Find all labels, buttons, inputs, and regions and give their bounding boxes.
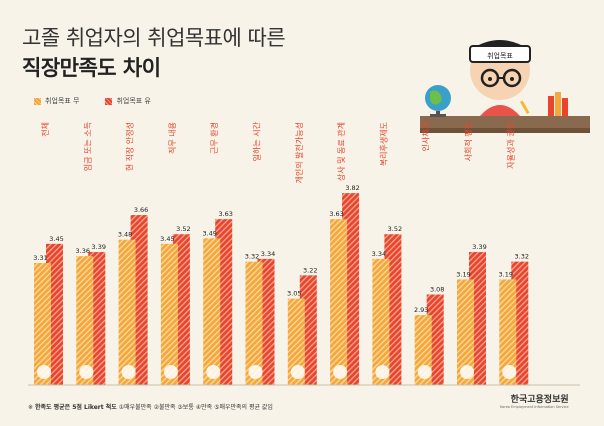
value-label-no-11: 3.19 — [499, 270, 513, 278]
category-icon-3 — [163, 365, 178, 379]
desk-edge — [420, 128, 590, 133]
bar-no-6 — [287, 298, 305, 385]
bar-no-0 — [34, 263, 51, 385]
category-label-10: 사회적 평판 — [463, 121, 473, 161]
category-icon-8 — [375, 365, 390, 379]
value-label-no-4: 3.49 — [202, 229, 216, 237]
bar-no-3 — [160, 243, 178, 385]
value-label-yes-10: 3.39 — [472, 243, 486, 251]
footnote-rest: ①매우불만족 ②불만족 ③보통 ④만족 ⑤매우만족의 평균 값임 — [118, 404, 273, 411]
legend-label-no: 취업목표 무 — [45, 97, 80, 105]
desk-top — [420, 116, 590, 128]
category-label-6: 개인의 발전가능성 — [294, 122, 304, 183]
bar-no-11 — [499, 279, 517, 385]
student-body — [480, 105, 520, 116]
value-label-no-7: 3.63 — [329, 210, 343, 218]
legend: 취업목표 무 취업목표 유 — [34, 96, 151, 106]
student-hat — [469, 45, 531, 63]
category-icon-5 — [248, 365, 263, 379]
books-icon — [548, 96, 554, 116]
value-label-no-5: 3.32 — [245, 253, 259, 261]
value-label-yes-9: 3.08 — [430, 286, 444, 294]
legend-swatch-yes — [105, 97, 113, 105]
hat-text: 취업목표 — [487, 52, 513, 60]
category-label-5: 일하는 시간 — [252, 121, 262, 161]
value-label-yes-11: 3.32 — [515, 253, 529, 261]
category-label-0: 전체 — [40, 122, 50, 137]
value-label-no-1: 3.36 — [76, 247, 90, 255]
legend-item-yes: 취업목표 유 — [105, 96, 151, 106]
category-icon-10 — [460, 365, 474, 379]
bar-no-10 — [457, 279, 474, 385]
bar-no-2 — [118, 239, 136, 385]
category-icon-0 — [37, 365, 51, 379]
category-icon-2 — [121, 365, 136, 379]
value-label-no-10: 3.19 — [456, 270, 470, 278]
bar-no-5 — [245, 261, 263, 385]
category-label-8: 복리후생제도 — [378, 122, 388, 166]
value-label-yes-7: 3.82 — [345, 184, 359, 192]
category-label-3: 직무 내용 — [167, 122, 177, 154]
value-label-yes-8: 3.52 — [388, 225, 402, 233]
value-label-yes-4: 3.63 — [218, 210, 232, 218]
org-sub: Korea Employment Information Service — [500, 405, 569, 409]
value-label-yes-0: 3.45 — [49, 235, 63, 243]
category-icon-6 — [290, 365, 305, 379]
value-label-no-9: 2.93 — [414, 306, 428, 314]
legend-label-yes: 취업목표 유 — [116, 97, 151, 105]
footnote: ※ 한족도 평균은 5점 Likert 척도 ①매우불만족 ②불만족 ③보통 ④… — [28, 404, 273, 411]
value-label-no-2: 3.48 — [118, 231, 132, 239]
student-illustration: 취업목표 — [420, 40, 590, 133]
bar-no-1 — [76, 256, 94, 385]
value-label-yes-6: 3.22 — [303, 266, 317, 274]
category-label-9: 인사체계 — [421, 122, 431, 151]
category-icon-9 — [417, 365, 432, 379]
value-label-yes-2: 3.66 — [134, 206, 148, 214]
org-logo: 한국고용정보원 Korea Employment Information Ser… — [500, 392, 569, 409]
chart-title-line2: 직장만족도 차이 — [22, 56, 161, 80]
bar-no-4 — [203, 238, 221, 385]
value-label-no-6: 3.05 — [287, 290, 301, 298]
pencil-icon — [519, 100, 530, 115]
value-label-yes-3: 3.52 — [176, 225, 190, 233]
legend-item-no: 취업목표 무 — [34, 96, 79, 106]
category-icon-1 — [79, 365, 94, 379]
value-label-no-8: 3.34 — [372, 250, 386, 258]
category-label-4: 근무 환경 — [209, 122, 219, 154]
category-label-2: 현 직장 안정성 — [125, 122, 135, 171]
category-icon-4 — [206, 365, 221, 379]
value-label-no-3: 3.45 — [160, 235, 174, 243]
bar-no-7 — [330, 219, 348, 385]
chart-title-line1: 고졸 취업자의 취업목표에 따른 — [22, 26, 286, 50]
category-label-11: 자율성과 권한 — [505, 121, 515, 168]
value-label-yes-1: 3.39 — [92, 243, 106, 251]
category-label-1: 임금 또는 소득 — [83, 122, 92, 171]
category-icon-7 — [333, 365, 348, 379]
category-label-7: 상사 및 동료 관계 — [336, 122, 346, 181]
org-name: 한국고용정보원 — [510, 395, 569, 405]
category-icon-11 — [502, 365, 517, 379]
value-label-yes-5: 3.34 — [261, 250, 275, 258]
value-label-no-0: 3.31 — [33, 254, 47, 262]
legend-swatch-no — [34, 97, 41, 105]
footnote-bold: 한족도 평균은 5점 Likert 척도 — [34, 404, 117, 411]
bar-no-8 — [372, 258, 390, 385]
